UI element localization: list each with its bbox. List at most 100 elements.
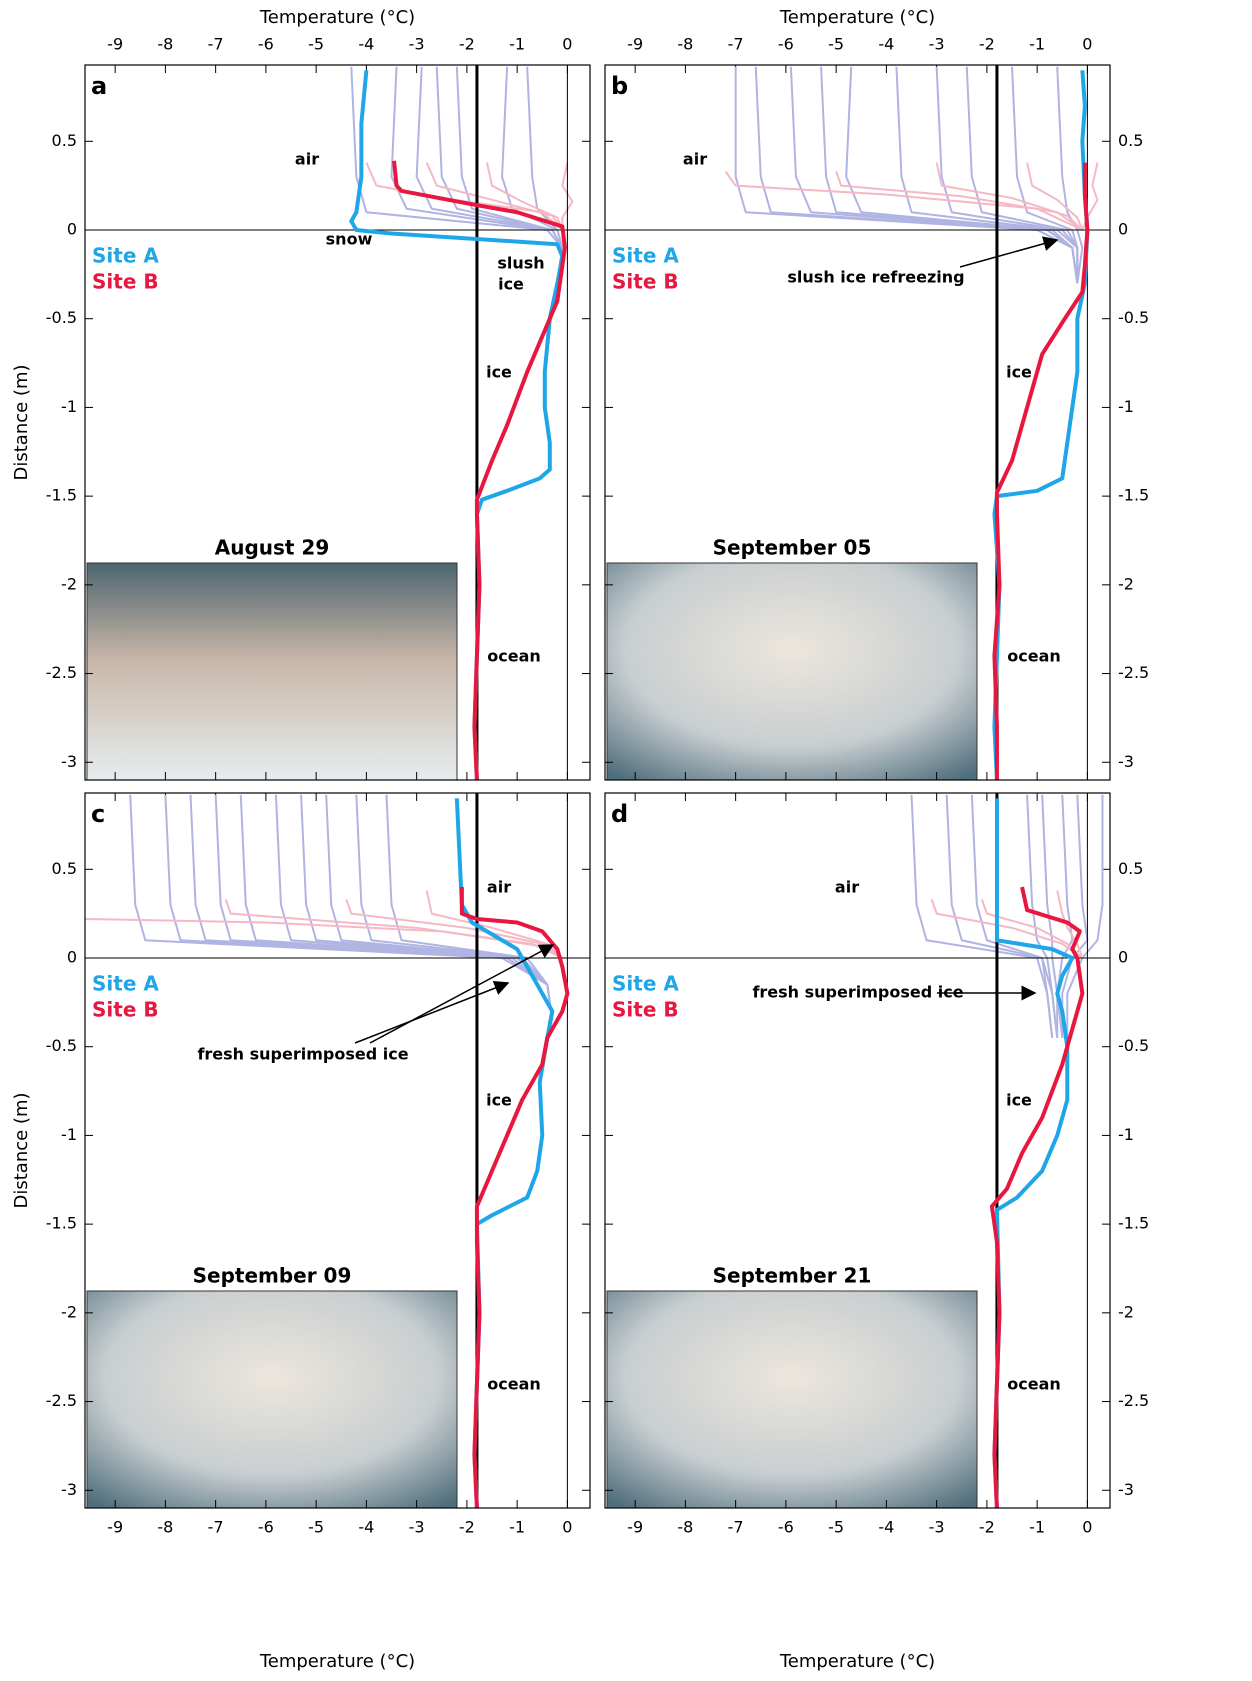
x-tick-label: -4 bbox=[358, 1518, 374, 1537]
x-tick-label: -3 bbox=[409, 35, 425, 54]
profile-line bbox=[845, 66, 1079, 284]
annotation: ice bbox=[486, 1091, 512, 1110]
profile-line bbox=[486, 162, 564, 231]
plot-frame bbox=[84, 64, 591, 781]
y-axis-label: Distance (m) bbox=[11, 364, 32, 480]
profile-line bbox=[300, 794, 554, 1021]
x-tick-label: -5 bbox=[308, 35, 324, 54]
x-tick-label: -1 bbox=[509, 1518, 525, 1537]
x-tick-label: -8 bbox=[677, 1518, 693, 1537]
y-tick-label: -3 bbox=[61, 752, 77, 771]
annotation: slush bbox=[497, 254, 544, 273]
profile-line bbox=[129, 794, 554, 1021]
annotation: ice bbox=[1006, 363, 1032, 382]
arrow bbox=[959, 236, 1059, 268]
profile-line bbox=[214, 794, 554, 1021]
x-axis-label: Temperature (°C) bbox=[779, 7, 935, 28]
x-tick-label: -6 bbox=[258, 1518, 274, 1537]
y-tick-label: -2 bbox=[61, 1302, 77, 1321]
site-line bbox=[989, 886, 1085, 1509]
y-tick-label: -0.5 bbox=[46, 1036, 77, 1055]
site-line bbox=[454, 798, 555, 1509]
x-tick-label: -2 bbox=[979, 35, 995, 54]
y-tick-label: 0 bbox=[1118, 948, 1128, 967]
panel-label: a bbox=[91, 72, 107, 100]
profile-line bbox=[734, 66, 1079, 284]
profile-line bbox=[526, 66, 564, 284]
profile-line bbox=[455, 66, 564, 284]
x-tick-label: -3 bbox=[929, 1518, 945, 1537]
legend-entry: Site A bbox=[92, 972, 159, 996]
y-tick-label: -2.5 bbox=[1118, 663, 1149, 682]
plot-frame bbox=[604, 64, 1111, 781]
annotation: air bbox=[295, 150, 319, 169]
y-tick-label: -2 bbox=[1118, 574, 1134, 593]
x-tick-label: -9 bbox=[107, 1518, 123, 1537]
legend-entry: Site B bbox=[612, 998, 679, 1022]
y-tick-label: 0.5 bbox=[1118, 859, 1143, 878]
profile-line bbox=[239, 794, 554, 1021]
profile-line bbox=[1056, 66, 1084, 284]
x-axis-label: Temperature (°C) bbox=[779, 1651, 935, 1672]
x-tick-label: -7 bbox=[728, 35, 744, 54]
x-tick-label: -9 bbox=[627, 1518, 643, 1537]
profile-line bbox=[425, 162, 564, 231]
x-tick-label: -1 bbox=[509, 35, 525, 54]
x-tick-label: -4 bbox=[878, 35, 894, 54]
y-tick-label: 0.5 bbox=[52, 859, 77, 878]
plot-frame bbox=[604, 792, 1111, 1509]
annotation: ice bbox=[1006, 1091, 1032, 1110]
y-tick-label: -1.5 bbox=[1118, 486, 1149, 505]
x-tick-label: -4 bbox=[358, 35, 374, 54]
annotation: ice bbox=[498, 275, 524, 294]
annotation: air bbox=[683, 150, 707, 169]
x-tick-label: -2 bbox=[459, 1518, 475, 1537]
profile-line bbox=[274, 794, 554, 1021]
x-axis-label: Temperature (°C) bbox=[259, 7, 415, 28]
x-tick-label: 0 bbox=[562, 1518, 572, 1537]
profile-line bbox=[789, 66, 1079, 284]
x-tick-label: -2 bbox=[979, 1518, 995, 1537]
profile-line bbox=[325, 794, 554, 1021]
x-tick-label: -9 bbox=[107, 35, 123, 54]
annotation: air bbox=[487, 878, 511, 897]
x-tick-label: -5 bbox=[828, 35, 844, 54]
y-tick-label: -3 bbox=[61, 1480, 77, 1499]
profile-line bbox=[930, 899, 1083, 959]
x-axis-label: Temperature (°C) bbox=[259, 1651, 415, 1672]
panel-label: d bbox=[611, 800, 628, 828]
site-line bbox=[459, 887, 570, 1509]
profile-line bbox=[355, 794, 554, 1021]
panel-label: c bbox=[91, 800, 105, 828]
photo-title: August 29 bbox=[215, 536, 330, 560]
y-tick-label: -1.5 bbox=[1118, 1214, 1149, 1233]
y-tick-label: -0.5 bbox=[46, 308, 77, 327]
legend-entry: Site A bbox=[92, 244, 159, 268]
y-tick-label: -1 bbox=[1118, 397, 1134, 416]
profile-line bbox=[1056, 890, 1084, 959]
x-tick-label: -3 bbox=[929, 35, 945, 54]
y-tick-label: 0 bbox=[1118, 220, 1128, 239]
photo-title: September 09 bbox=[193, 1264, 352, 1288]
y-tick-label: -3 bbox=[1118, 752, 1134, 771]
y-tick-label: 0.5 bbox=[52, 131, 77, 150]
annotation: ocean bbox=[1007, 1375, 1061, 1394]
panel-label: b bbox=[611, 72, 628, 100]
legend-entry: Site B bbox=[612, 270, 679, 294]
annotation: fresh superimposed ice bbox=[197, 1045, 408, 1064]
legend-entry: Site B bbox=[92, 998, 159, 1022]
legend-entry: Site A bbox=[612, 244, 679, 268]
y-tick-label: -1.5 bbox=[46, 1214, 77, 1233]
panel: September 05 -9 -8 -7 -6 -5 -4 -3 -2 -1 0 -3 -2.5 -2 -… bbox=[604, 7, 1149, 781]
profile-line bbox=[1066, 794, 1104, 1038]
y-tick-label: -1 bbox=[61, 1125, 77, 1144]
x-tick-label: -1 bbox=[1029, 35, 1045, 54]
y-tick-label: -2.5 bbox=[46, 1391, 77, 1410]
annotation: ocean bbox=[487, 1375, 541, 1394]
y-tick-label: -1 bbox=[61, 397, 77, 416]
x-tick-label: -5 bbox=[308, 1518, 324, 1537]
y-tick-label: 0 bbox=[67, 220, 77, 239]
profile-line bbox=[945, 794, 1054, 1038]
profile-line bbox=[895, 66, 1079, 284]
site-line bbox=[392, 160, 567, 781]
